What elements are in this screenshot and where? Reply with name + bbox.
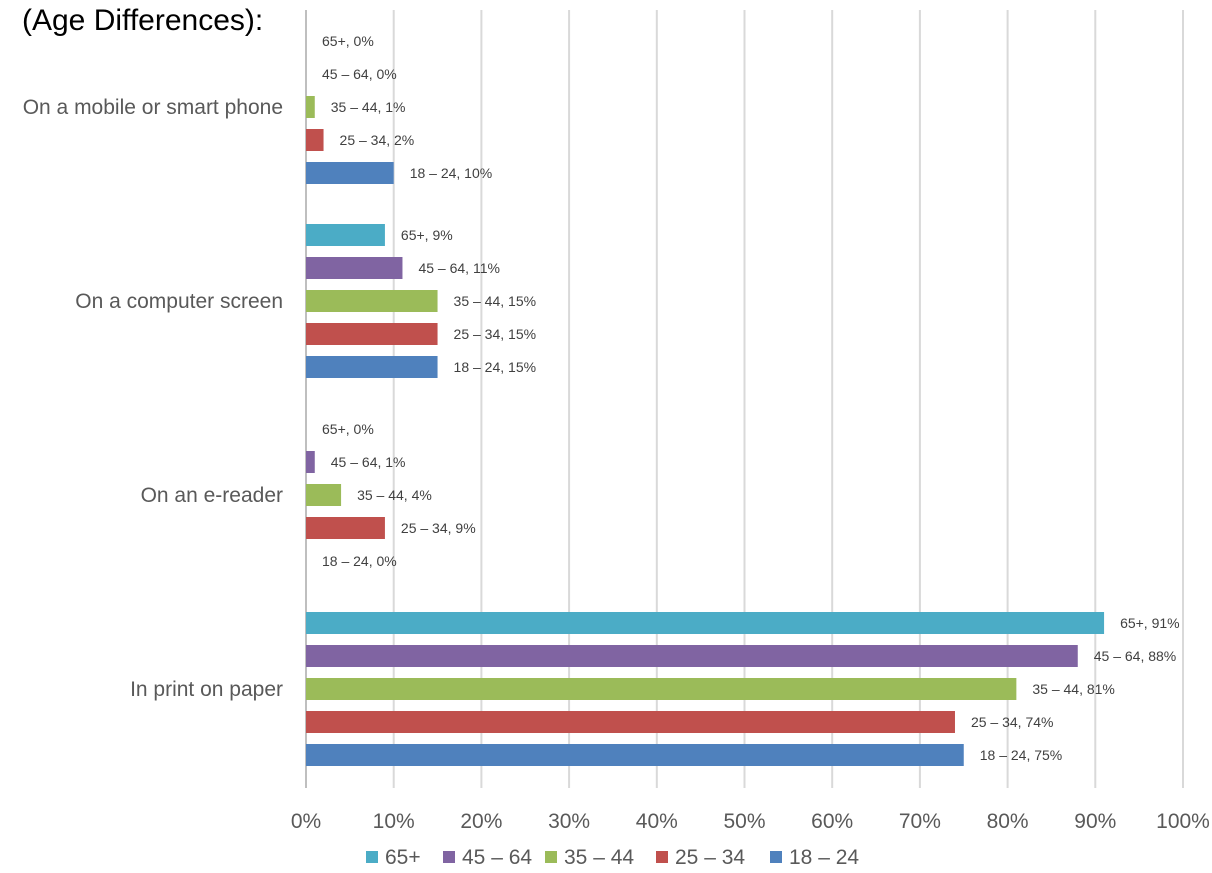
- data-label-on-a-mobile-or-smart-phone-65: 65+, 0%: [322, 33, 374, 49]
- bar-on-an-e-reader-35-44: [306, 484, 342, 506]
- x-tick-label-10: 10%: [373, 810, 415, 833]
- legend-item-65: 65+: [366, 846, 421, 869]
- bar-in-print-on-paper-45-64: [306, 645, 1078, 667]
- legend-swatch-45-64: [443, 851, 455, 863]
- legend-swatch-25-34: [656, 851, 668, 863]
- category-labels: On a mobile or smart phone On a computer …: [23, 96, 283, 701]
- legend-item-35-44: 35 – 44: [545, 846, 634, 869]
- data-label-in-print-on-paper-65: 65+, 91%: [1120, 615, 1180, 631]
- x-tick-label-90: 90%: [1074, 810, 1116, 833]
- legend-label-25-34: 25 – 34: [675, 846, 745, 868]
- chart-title: (Age Differences):: [22, 4, 263, 37]
- legend-label-18-24: 18 – 24: [789, 846, 859, 868]
- category-label-on-an-e-reader: On an e-reader: [141, 484, 283, 507]
- bars: [306, 96, 1105, 766]
- data-label-on-an-e-reader-65: 65+, 0%: [322, 421, 374, 437]
- gridlines: [305, 10, 1184, 788]
- bar-on-a-computer-screen-35-44: [306, 290, 438, 312]
- x-tick-label-40: 40%: [636, 810, 678, 833]
- x-axis-tick-labels: 0% 10% 20% 30% 40% 50% 60% 70% 80% 90% 100%: [291, 810, 1210, 833]
- legend-swatch-65: [366, 851, 378, 863]
- category-label-in-print-on-paper: In print on paper: [130, 678, 283, 701]
- data-label-on-an-e-reader-45-64: 45 – 64, 1%: [331, 454, 406, 470]
- legend: 65+ 45 – 64 35 – 44 25 – 34 18 – 24: [366, 846, 859, 869]
- x-tick-label-60: 60%: [811, 810, 853, 833]
- data-label-on-a-computer-screen-65: 65+, 9%: [401, 227, 453, 243]
- bar-in-print-on-paper-18-24: [306, 744, 964, 766]
- category-label-on-a-computer-screen: On a computer screen: [75, 290, 283, 313]
- x-tick-label-50: 50%: [723, 810, 765, 833]
- data-label-on-a-computer-screen-25-34: 25 – 34, 15%: [454, 326, 537, 342]
- bar-in-print-on-paper-35-44: [306, 678, 1017, 700]
- legend-label-65: 65+: [385, 846, 421, 868]
- x-tick-label-20: 20%: [460, 810, 502, 833]
- data-label-on-an-e-reader-25-34: 25 – 34, 9%: [401, 520, 476, 536]
- bar-on-an-e-reader-25-34: [306, 517, 385, 539]
- x-tick-label-100: 100%: [1156, 810, 1210, 833]
- bar-on-a-mobile-or-smart-phone-18-24: [306, 162, 394, 184]
- bar-on-a-computer-screen-45-64: [306, 257, 403, 279]
- data-label-in-print-on-paper-18-24: 18 – 24, 75%: [980, 747, 1063, 763]
- legend-label-35-44: 35 – 44: [564, 846, 634, 868]
- data-label-on-a-mobile-or-smart-phone-45-64: 45 – 64, 0%: [322, 66, 397, 82]
- data-label-on-a-mobile-or-smart-phone-18-24: 18 – 24, 10%: [410, 165, 493, 181]
- x-tick-label-30: 30%: [548, 810, 590, 833]
- data-label-in-print-on-paper-25-34: 25 – 34, 74%: [971, 714, 1054, 730]
- data-label-on-a-computer-screen-18-24: 18 – 24, 15%: [454, 359, 537, 375]
- legend-swatch-18-24: [770, 851, 782, 863]
- bar-on-a-computer-screen-65: [306, 224, 385, 246]
- data-label-on-a-computer-screen-35-44: 35 – 44, 15%: [454, 293, 537, 309]
- bar-in-print-on-paper-25-34: [306, 711, 955, 733]
- data-label-on-an-e-reader-18-24: 18 – 24, 0%: [322, 553, 397, 569]
- category-label-on-a-mobile-or-smart-phone: On a mobile or smart phone: [23, 96, 283, 119]
- legend-label-45-64: 45 – 64: [462, 846, 532, 868]
- bar-in-print-on-paper-65: [306, 612, 1105, 634]
- bar-on-a-mobile-or-smart-phone-35-44: [306, 96, 315, 118]
- legend-item-45-64: 45 – 64: [443, 846, 532, 869]
- legend-item-18-24: 18 – 24: [770, 846, 859, 869]
- data-label-on-a-mobile-or-smart-phone-25-34: 25 – 34, 2%: [340, 132, 415, 148]
- data-label-on-a-mobile-or-smart-phone-35-44: 35 – 44, 1%: [331, 99, 406, 115]
- data-labels: 18 – 24, 10% 25 – 34, 2% 35 – 44, 1% 45 – 6…: [322, 33, 1180, 763]
- x-tick-label-70: 70%: [899, 810, 941, 833]
- data-label-in-print-on-paper-35-44: 35 – 44, 81%: [1032, 681, 1115, 697]
- legend-swatch-35-44: [545, 851, 557, 863]
- data-label-on-an-e-reader-35-44: 35 – 44, 4%: [357, 487, 432, 503]
- bar-on-a-computer-screen-18-24: [306, 356, 438, 378]
- legend-item-25-34: 25 – 34: [656, 846, 745, 869]
- x-tick-label-80: 80%: [987, 810, 1029, 833]
- bar-on-a-computer-screen-25-34: [306, 323, 438, 345]
- bar-on-an-e-reader-45-64: [306, 451, 315, 473]
- data-label-in-print-on-paper-45-64: 45 – 64, 88%: [1094, 648, 1177, 664]
- bar-on-a-mobile-or-smart-phone-25-34: [306, 129, 324, 151]
- x-tick-label-0: 0%: [291, 810, 321, 833]
- data-label-on-a-computer-screen-45-64: 45 – 64, 11%: [418, 260, 499, 276]
